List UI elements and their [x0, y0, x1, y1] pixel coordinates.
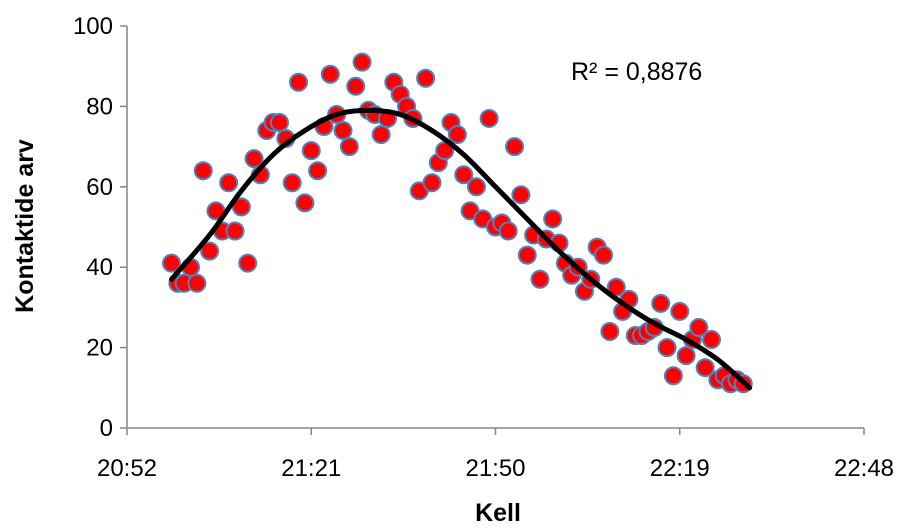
data-point	[225, 221, 245, 241]
data-point	[530, 269, 550, 289]
data-point	[594, 245, 614, 265]
x-tick-label: 22:19	[650, 455, 710, 482]
x-tick-label: 20:52	[97, 455, 157, 482]
r-squared-annotation: R² = 0,8876	[571, 58, 702, 86]
data-point	[200, 241, 220, 261]
data-point	[511, 185, 531, 205]
data-point	[238, 253, 258, 273]
data-point	[308, 161, 328, 181]
data-point	[219, 173, 239, 193]
data-point	[371, 125, 391, 145]
y-tick-label: 20	[86, 335, 113, 362]
data-point	[702, 330, 722, 350]
data-point	[422, 173, 442, 193]
x-tick-label: 22:48	[834, 455, 894, 482]
y-tick-label: 80	[86, 93, 113, 120]
data-point	[454, 165, 474, 185]
x-tick-label: 21:50	[465, 455, 525, 482]
data-point	[600, 322, 620, 342]
data-point	[193, 161, 213, 181]
data-point	[333, 121, 353, 141]
trendline	[168, 107, 753, 391]
data-point	[289, 72, 309, 92]
data-point	[543, 209, 563, 229]
x-axis-title: Kell	[475, 499, 521, 527]
data-point	[352, 52, 372, 72]
y-tick-label: 60	[86, 174, 113, 201]
data-point	[346, 76, 366, 96]
data-point	[231, 197, 251, 217]
data-point	[269, 112, 289, 132]
y-ticks: 0 20 40 60 80 100	[73, 13, 127, 442]
data-point	[301, 141, 321, 161]
data-point	[187, 273, 207, 293]
y-axis-title: Kontaktide arv	[11, 139, 39, 313]
data-point	[505, 137, 525, 157]
data-point	[339, 137, 359, 157]
data-point	[447, 125, 467, 145]
x-tick-label: 21:21	[281, 455, 341, 482]
data-point	[676, 346, 696, 366]
data-point	[295, 193, 315, 213]
data-point	[498, 221, 518, 241]
data-point	[282, 173, 302, 193]
y-tick-label: 40	[86, 254, 113, 281]
data-point	[416, 68, 436, 88]
data-point	[479, 108, 499, 128]
data-point	[689, 318, 709, 337]
data-point	[670, 301, 690, 321]
data-point	[517, 245, 537, 265]
x-ticks: 20:52 21:21 21:50 22:19 22:48	[97, 428, 894, 482]
data-point	[651, 293, 671, 313]
data-point	[161, 253, 181, 273]
data-point	[320, 64, 340, 84]
data-point	[466, 177, 486, 197]
data-point	[695, 358, 715, 378]
data-point	[244, 149, 264, 169]
data-points	[161, 52, 753, 394]
y-tick-label: 100	[73, 13, 113, 40]
data-point	[663, 366, 683, 386]
y-tick-label: 0	[100, 415, 113, 442]
data-point	[657, 338, 677, 358]
